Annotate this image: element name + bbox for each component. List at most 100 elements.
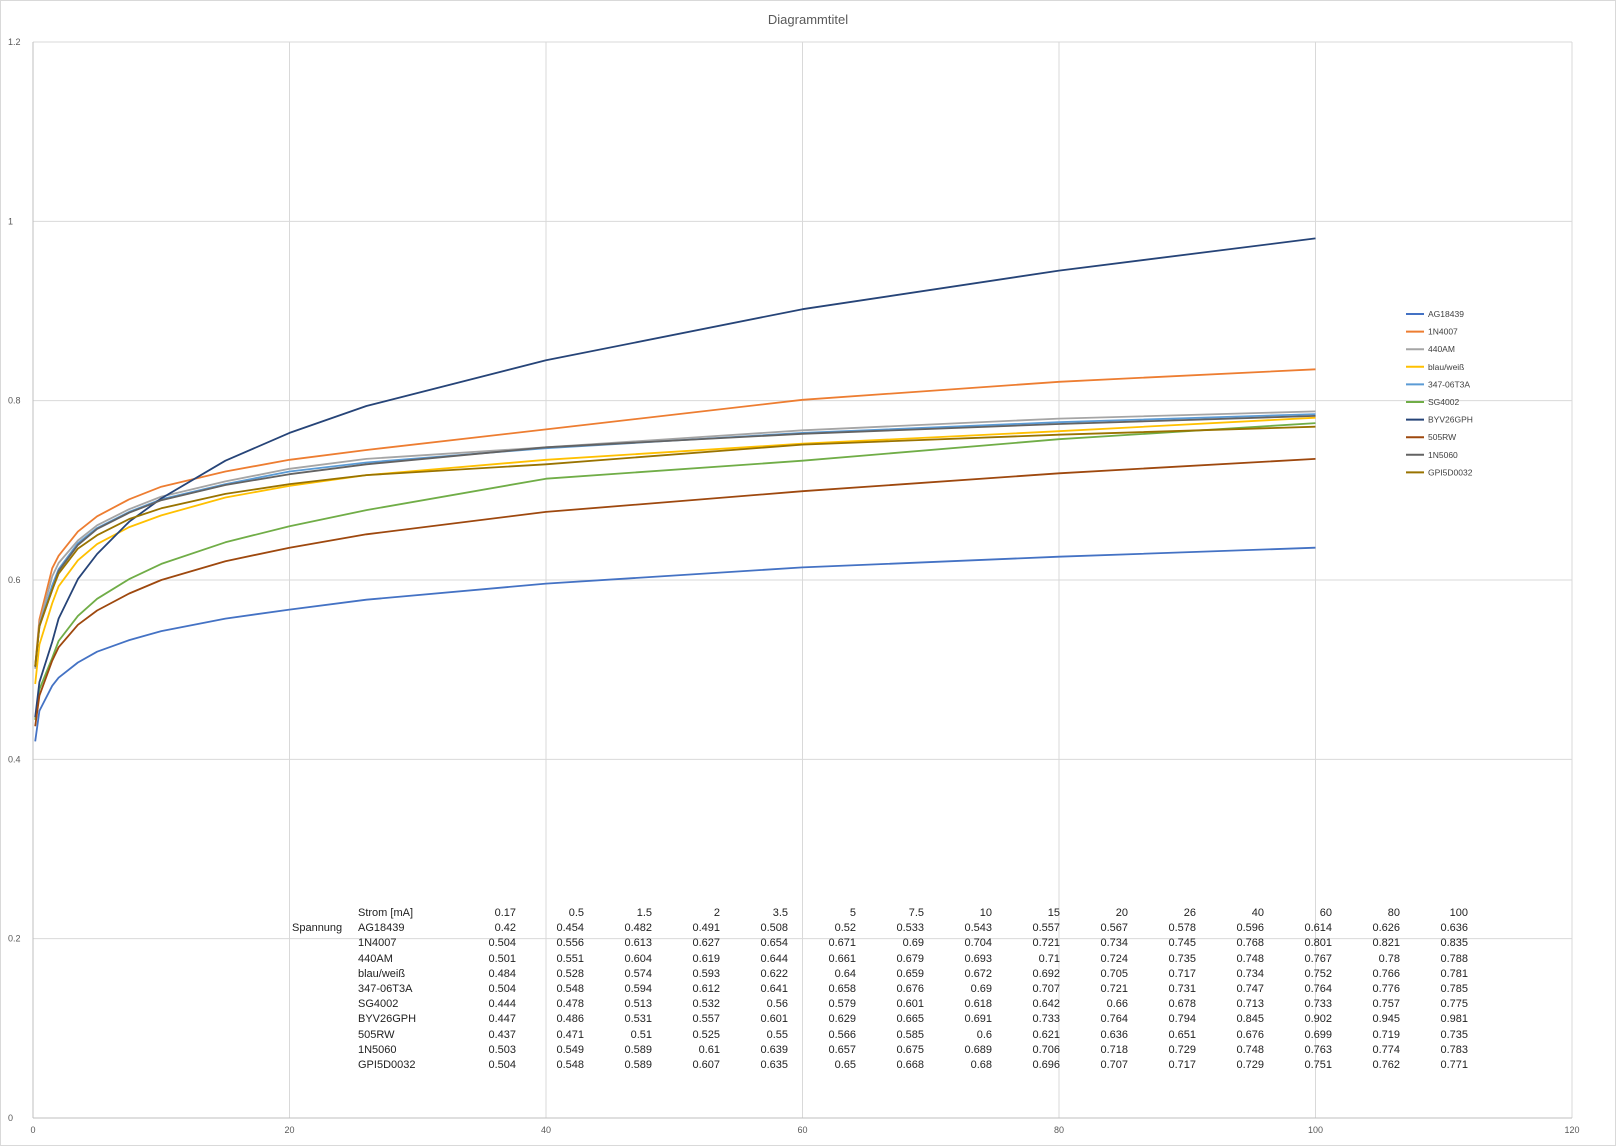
legend-label: SG4002 — [1428, 397, 1459, 407]
table-cell: 0.735 — [1168, 952, 1196, 965]
legend-label: blau/weiß — [1428, 362, 1464, 372]
table-cell: 0.747 — [1236, 983, 1264, 996]
series-line-1n4007 — [34, 368, 1316, 667]
table-cell: 0.672 — [964, 967, 992, 980]
table-cell: 0.845 — [1236, 1013, 1264, 1026]
table-cell: 0.766 — [1372, 967, 1400, 980]
series-lines — [34, 237, 1316, 742]
table-cell: 0.482 — [624, 922, 652, 935]
table-cell: 0.69 — [902, 937, 924, 950]
table-cell: 0.671 — [828, 937, 856, 950]
table-cell: 0.513 — [624, 998, 652, 1011]
table-cell: 0.613 — [624, 937, 652, 950]
table-series-name: blau/weiß — [358, 967, 406, 980]
table-cell: 0.757 — [1372, 998, 1400, 1011]
table-cell: 0.668 — [896, 1059, 924, 1072]
table-cell: 0.596 — [1236, 922, 1264, 935]
table-cell: 0.627 — [692, 937, 720, 950]
table-cell: 0.764 — [1304, 983, 1332, 996]
table-cell: 0.444 — [488, 998, 516, 1011]
table-cell: 0.607 — [692, 1059, 720, 1072]
table-cell: 0.531 — [624, 1013, 652, 1026]
table-series-name: 1N5060 — [358, 1043, 397, 1056]
table-cell: 0.66 — [1106, 998, 1128, 1011]
table-row-label-empty — [292, 936, 358, 951]
table-row: 505RW 0.437 0.471 0.51 0.525 0.55 0.566 0.585 0.… — [292, 1028, 1468, 1043]
table-header-row: Strom [mA] 0.17 0.5 1.5 2 3.5 5 7.5 10 15 20 26 40 60… — [292, 906, 1468, 921]
table-cell: 0.548 — [556, 1059, 584, 1072]
table-cell: 0.659 — [896, 967, 924, 980]
table-series-name: 1N4007 — [358, 937, 397, 950]
x-tick-label: 80 — [1054, 1125, 1064, 1135]
table-cell: 0.735 — [1440, 1028, 1468, 1041]
table-cell: 0.658 — [828, 983, 856, 996]
table-cell: 0.585 — [896, 1028, 924, 1041]
table-cell: 0.639 — [760, 1043, 788, 1056]
table-row: GPI5D0032 0.504 0.548 0.589 0.607 0.635 0.65 0.… — [292, 1058, 1468, 1073]
table-cell: 0.981 — [1440, 1013, 1468, 1026]
table-cell: 0.706 — [1032, 1043, 1060, 1056]
x-tick-label: 60 — [797, 1125, 807, 1135]
y-tick-label: 0.4 — [8, 754, 21, 764]
table-header-cell: 7.5 — [908, 907, 924, 919]
table-row-label-empty — [292, 952, 358, 967]
series-line-byv26gph — [34, 237, 1316, 718]
series-line-440am — [34, 410, 1316, 669]
table-cell: 0.549 — [556, 1043, 584, 1056]
table-cell: 0.767 — [1304, 952, 1332, 965]
series-line-gpi5d0032 — [34, 425, 1316, 667]
table-cell: 0.642 — [1032, 998, 1060, 1011]
table-cell: 0.601 — [760, 1013, 788, 1026]
table-corner — [292, 906, 358, 921]
table-cell: 0.734 — [1100, 937, 1128, 950]
table-cell: 0.665 — [896, 1013, 924, 1026]
table-cell: 0.528 — [556, 967, 584, 980]
table-cell: 0.574 — [624, 967, 652, 980]
table-cell: 0.548 — [556, 983, 584, 996]
table-cell: 0.835 — [1440, 937, 1468, 950]
table-cell: 0.676 — [1236, 1028, 1264, 1041]
table-header-cell: 100 — [1449, 907, 1468, 919]
series-line-505rw — [34, 458, 1316, 727]
table-cell: 0.724 — [1100, 952, 1128, 965]
table-cell: 0.676 — [896, 983, 924, 996]
table-cell: 0.71 — [1038, 952, 1060, 965]
legend-label: 1N4007 — [1428, 327, 1458, 337]
table-row: 347-06T3A 0.504 0.548 0.594 0.612 0.641 0.658 0… — [292, 982, 1468, 997]
y-tick-label: 0.6 — [8, 575, 21, 585]
table-cell: 0.733 — [1304, 998, 1332, 1011]
table-cell: 0.478 — [556, 998, 584, 1011]
legend-label: BYV26GPH — [1428, 415, 1473, 425]
table-cell: 0.556 — [556, 937, 584, 950]
table-cell: 0.734 — [1236, 967, 1264, 980]
table-cell: 0.764 — [1100, 1013, 1128, 1026]
table-cell: 0.486 — [556, 1013, 584, 1026]
table-cell: 0.52 — [834, 922, 856, 935]
table-cell: 0.776 — [1372, 983, 1400, 996]
table-header-label: Strom [mA] — [358, 907, 414, 919]
table-cell: 0.775 — [1440, 998, 1468, 1011]
table-cell: 0.42 — [494, 922, 516, 935]
axes: 0 0.2 0.4 0.6 0.8 1 1.2 0 20 40 60 80 100 120 — [8, 37, 1580, 1135]
table-row: Spannung AG18439 0.42 0.454 0.482 0.491 0.508 0… — [292, 921, 1468, 936]
series-line-sg4002 — [34, 422, 1316, 721]
series-line-blau-wei- — [34, 416, 1316, 685]
table-cell: 0.691 — [964, 1013, 992, 1026]
table-cell: 0.752 — [1304, 967, 1332, 980]
table-cell: 0.557 — [692, 1013, 720, 1026]
table-cell: 0.902 — [1304, 1013, 1332, 1026]
table-cell: 0.678 — [1168, 998, 1196, 1011]
table-cell: 0.503 — [488, 1043, 516, 1056]
table-row: 440AM 0.501 0.551 0.604 0.619 0.644 0.661 0.679… — [292, 952, 1468, 967]
table-cell: 0.719 — [1372, 1028, 1400, 1041]
table-header-cell: 15 — [1047, 907, 1060, 919]
table-series-name: 505RW — [358, 1028, 395, 1041]
table-cell: 0.55 — [766, 1028, 788, 1041]
table-cell: 0.762 — [1372, 1059, 1400, 1072]
table-cell: 0.612 — [692, 983, 720, 996]
table-cell: 0.626 — [1372, 922, 1400, 935]
x-tick-label: 20 — [284, 1125, 294, 1135]
chart-title: Diagrammtitel — [768, 12, 848, 27]
x-tick-label: 40 — [541, 1125, 551, 1135]
table-cell: 0.557 — [1032, 922, 1060, 935]
